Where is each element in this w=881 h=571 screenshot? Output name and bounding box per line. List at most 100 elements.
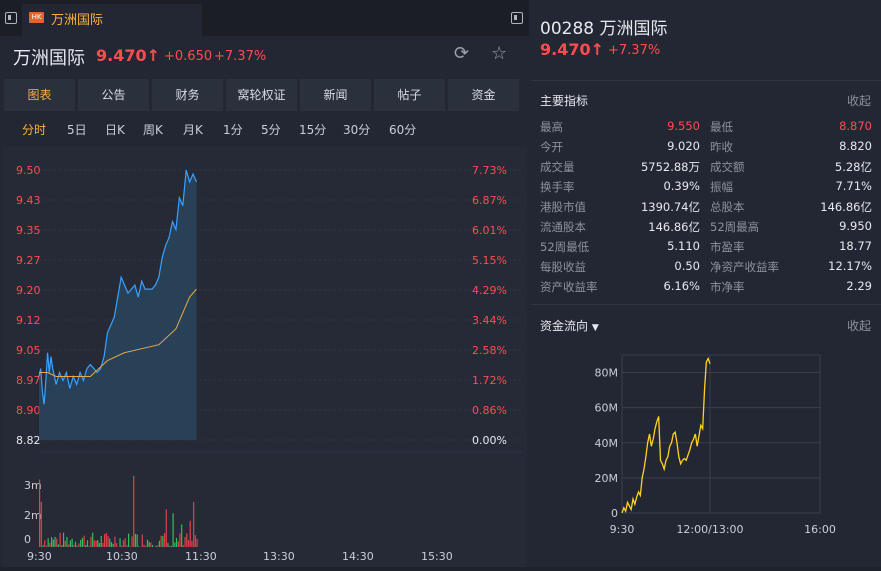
- metric-label: 昨收: [710, 139, 733, 155]
- volume-bar: [51, 537, 52, 547]
- metric-value: 5.110: [630, 239, 700, 253]
- volume-bar: [95, 540, 96, 547]
- menu-tab-6[interactable]: 资金: [448, 79, 519, 111]
- pct-tick-label: 5.15%: [472, 254, 507, 267]
- volume-bar: [60, 533, 61, 547]
- metric-value: 9.020: [630, 139, 700, 153]
- price-change: +0.650: [164, 49, 212, 64]
- price-tick-label: 9.43: [16, 194, 41, 207]
- metric-label: 成交额: [710, 159, 745, 175]
- menu-tab-4[interactable]: 新闻: [300, 79, 371, 111]
- volume-bar: [68, 544, 69, 547]
- metric-label: 港股市值: [540, 199, 586, 215]
- volume-bar: [89, 546, 90, 547]
- period-selector: 分时 5日 日K 周K 月K 1分 5分 15分 30分 60分: [0, 118, 529, 142]
- metric-value: 8.820: [802, 139, 872, 153]
- metric-value: 0.50: [630, 259, 700, 273]
- metric-label: 总股本: [710, 199, 745, 215]
- volume-bar: [85, 545, 86, 547]
- volume-bar: [73, 545, 74, 547]
- volume-bar: [44, 540, 45, 547]
- volume-tick-label: 0: [24, 533, 31, 546]
- volume-bar: [167, 543, 168, 547]
- volume-bar: [114, 537, 115, 547]
- volume-bar: [161, 536, 162, 547]
- volume-bar: [145, 546, 146, 547]
- pct-tick-label: 3.44%: [472, 314, 507, 327]
- volume-bar: [142, 535, 143, 547]
- volume-bar: [176, 538, 177, 547]
- period-button-7[interactable]: 15分: [299, 121, 326, 138]
- period-button-6[interactable]: 5分: [261, 121, 281, 138]
- metric-value: 146.86亿: [802, 199, 872, 215]
- volume-bar: [166, 510, 167, 548]
- metric-label: 每股收益: [540, 259, 586, 275]
- volume-bar: [61, 545, 62, 547]
- stock-tab[interactable]: [22, 4, 202, 36]
- metric-value: 9.950: [802, 219, 872, 233]
- volume-bar: [46, 546, 47, 547]
- volume-bar: [42, 545, 43, 547]
- volume-bar: [53, 540, 54, 547]
- volume-bar: [63, 533, 64, 547]
- volume-bar: [125, 538, 126, 547]
- menu-tab-3[interactable]: 窝轮权证: [226, 79, 297, 111]
- time-tick-label: 11:30: [185, 550, 217, 563]
- pct-tick-label: 6.01%: [472, 224, 507, 237]
- volume-bar: [72, 539, 73, 547]
- fund-flow-collapse-link[interactable]: 收起: [847, 317, 871, 334]
- volume-bar: [155, 546, 156, 547]
- period-button-4[interactable]: 月K: [183, 121, 203, 138]
- menu-tab-5[interactable]: 帖子: [374, 79, 445, 111]
- volume-bar: [66, 537, 67, 547]
- pct-tick-label: 4.29%: [472, 284, 507, 297]
- divider: [531, 80, 881, 81]
- x-tick-label: 9:30: [610, 523, 635, 536]
- period-button-0[interactable]: 分时: [22, 121, 46, 138]
- y-tick-label: 60M: [595, 402, 619, 415]
- volume-bar: [135, 534, 136, 547]
- price-tick-label: 8.90: [16, 404, 41, 417]
- metric-value: 9.550: [630, 119, 700, 133]
- volume-bar: [164, 533, 165, 547]
- x-tick-label: 12:00/13:00: [676, 523, 743, 536]
- period-button-9[interactable]: 60分: [389, 121, 416, 138]
- stock-name: 万洲国际: [13, 44, 85, 70]
- volume-bar: [87, 540, 88, 547]
- volume-bar: [171, 546, 172, 547]
- menu-tab-1[interactable]: 公告: [78, 79, 149, 111]
- menu-tab-2[interactable]: 财务: [152, 79, 223, 111]
- volume-bar: [121, 546, 122, 547]
- metric-value: 146.86亿: [630, 219, 700, 235]
- volume-bar: [184, 537, 185, 547]
- period-button-2[interactable]: 日K: [105, 121, 125, 138]
- volume-bar: [94, 540, 95, 547]
- menu-tab-0[interactable]: 图表: [4, 79, 75, 111]
- volume-bar: [97, 540, 98, 547]
- metric-value: 7.71%: [802, 179, 872, 193]
- volume-bar: [99, 543, 100, 547]
- period-button-3[interactable]: 周K: [143, 121, 163, 138]
- panel-toggle-icon[interactable]: [5, 12, 17, 24]
- star-icon[interactable]: ☆: [491, 43, 507, 64]
- period-button-1[interactable]: 5日: [67, 121, 87, 138]
- pct-tick-label: 2.58%: [472, 344, 507, 357]
- detail-title: 00288 万洲国际: [540, 14, 667, 39]
- metric-value: 0.39%: [630, 179, 700, 193]
- period-button-8[interactable]: 30分: [343, 121, 370, 138]
- period-button-5[interactable]: 1分: [223, 121, 243, 138]
- metric-label: 市净率: [710, 279, 745, 295]
- metric-value: 6.16%: [630, 279, 700, 293]
- refresh-icon[interactable]: ⟳: [454, 43, 469, 64]
- volume-bar: [152, 545, 153, 547]
- volume-bar: [193, 502, 194, 547]
- volume-bar: [101, 536, 102, 547]
- fund-flow-title[interactable]: 资金流向 ▼: [540, 317, 599, 334]
- side-panel-toggle-icon[interactable]: [511, 12, 523, 24]
- volume-bar: [119, 538, 120, 547]
- indicators-collapse-link[interactable]: 收起: [847, 92, 871, 109]
- volume-bar: [131, 536, 132, 547]
- metric-label: 52周最低: [540, 239, 589, 255]
